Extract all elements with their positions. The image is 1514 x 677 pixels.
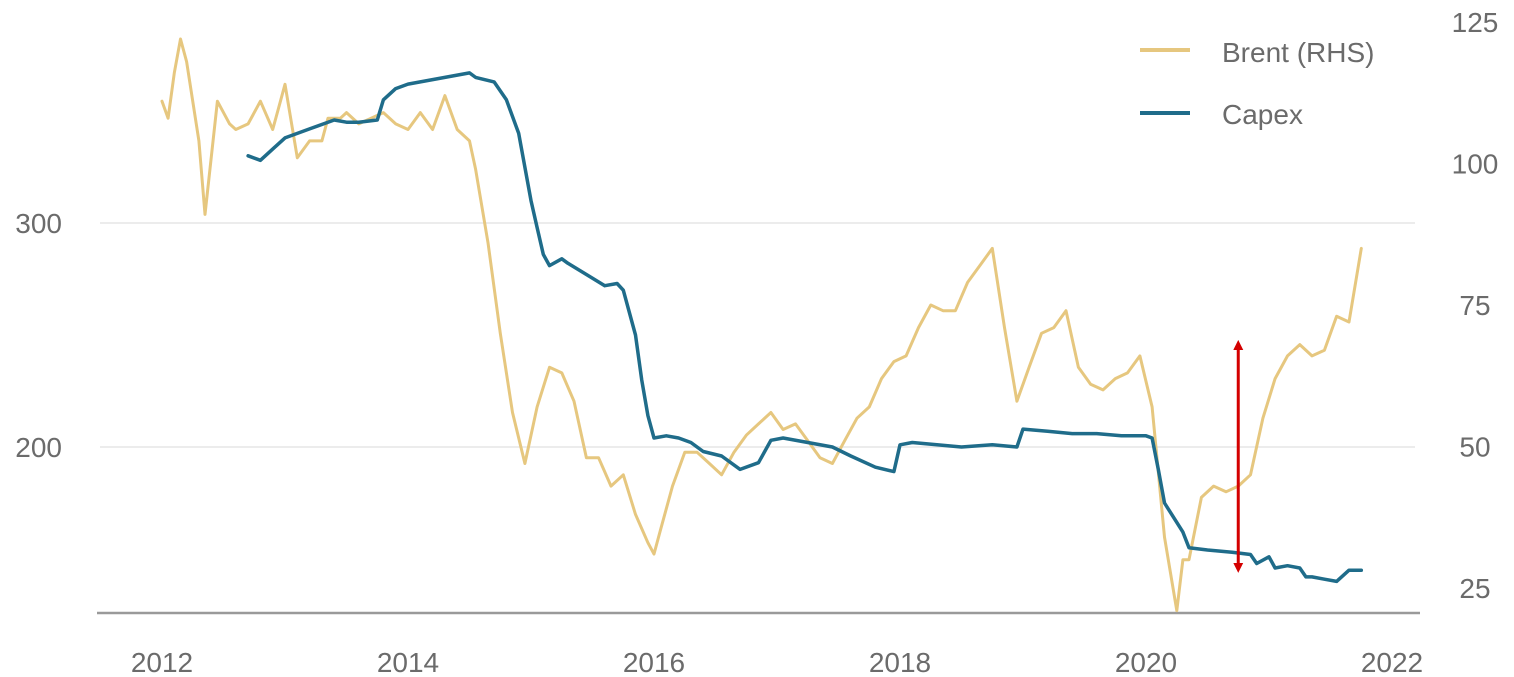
- y-right-tick-label-75: 75: [1459, 290, 1490, 321]
- x-tick-label-2016: 2016: [623, 647, 685, 677]
- series-lines: [160, 37, 1364, 613]
- x-tick-label-2020: 2020: [1115, 647, 1177, 677]
- x-tick-label-2018: 2018: [869, 647, 931, 677]
- y-right-tick-label-50: 50: [1459, 432, 1490, 463]
- series-line-brent: [160, 37, 1363, 613]
- y-right-tick-label-100: 100: [1452, 149, 1499, 180]
- y-left-tick-label-300: 300: [15, 208, 62, 239]
- x-tick-label-2022: 2022: [1361, 647, 1423, 677]
- y-left-tick-label-200: 200: [15, 432, 62, 463]
- y-right-tick-label-125: 125: [1452, 7, 1499, 38]
- legend: Brent (RHS) Capex: [1140, 37, 1374, 130]
- legend-label-brent: Brent (RHS): [1222, 37, 1374, 68]
- x-tick-label-2012: 2012: [131, 647, 193, 677]
- legend-label-capex: Capex: [1222, 99, 1303, 130]
- series-line-capex: [246, 71, 1364, 584]
- axes: 2012 2014 2016 2018 2020 2022 300 200 125 100 75 50…: [15, 7, 1498, 677]
- x-tick-label-2014: 2014: [377, 647, 439, 677]
- gridlines: [100, 222, 1415, 448]
- y-right-tick-label-25: 25: [1459, 573, 1490, 604]
